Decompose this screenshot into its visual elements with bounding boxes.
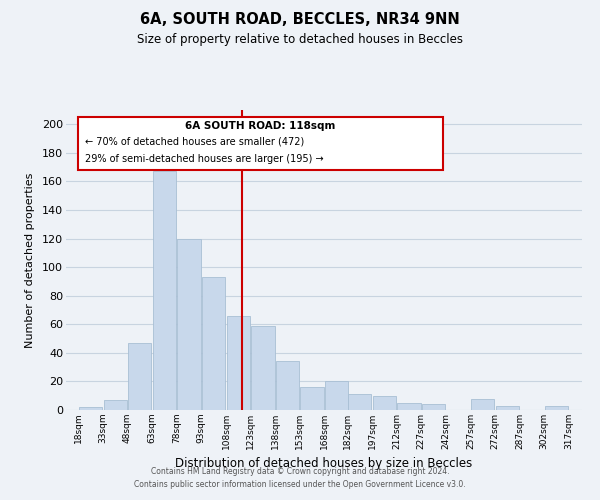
Text: 6A SOUTH ROAD: 118sqm: 6A SOUTH ROAD: 118sqm (185, 122, 335, 132)
FancyBboxPatch shape (79, 117, 443, 170)
Text: Contains HM Land Registry data © Crown copyright and database right 2024.: Contains HM Land Registry data © Crown c… (151, 467, 449, 476)
Bar (471, 398, 494, 410)
Bar (128, 343, 151, 410)
Bar (227, 316, 250, 410)
Text: 6A, SOUTH ROAD, BECCLES, NR34 9NN: 6A, SOUTH ROAD, BECCLES, NR34 9NN (140, 12, 460, 28)
Bar (276, 362, 299, 410)
Bar (373, 396, 396, 410)
Bar (422, 404, 445, 410)
Bar (104, 400, 127, 410)
Bar (153, 172, 176, 410)
Text: 29% of semi-detached houses are larger (195) →: 29% of semi-detached houses are larger (… (85, 154, 323, 164)
Text: Contains public sector information licensed under the Open Government Licence v3: Contains public sector information licen… (134, 480, 466, 489)
Bar (301, 387, 324, 410)
Bar (251, 326, 275, 410)
Text: Size of property relative to detached houses in Beccles: Size of property relative to detached ho… (137, 32, 463, 46)
Bar (202, 277, 226, 410)
Bar (397, 403, 421, 410)
Bar (496, 406, 519, 410)
Bar (79, 407, 102, 410)
Y-axis label: Number of detached properties: Number of detached properties (25, 172, 35, 348)
Bar (348, 394, 371, 410)
Bar (178, 238, 201, 410)
Bar (325, 382, 349, 410)
Text: ← 70% of detached houses are smaller (472): ← 70% of detached houses are smaller (47… (85, 136, 304, 146)
Bar (545, 406, 568, 410)
X-axis label: Distribution of detached houses by size in Beccles: Distribution of detached houses by size … (175, 458, 473, 470)
